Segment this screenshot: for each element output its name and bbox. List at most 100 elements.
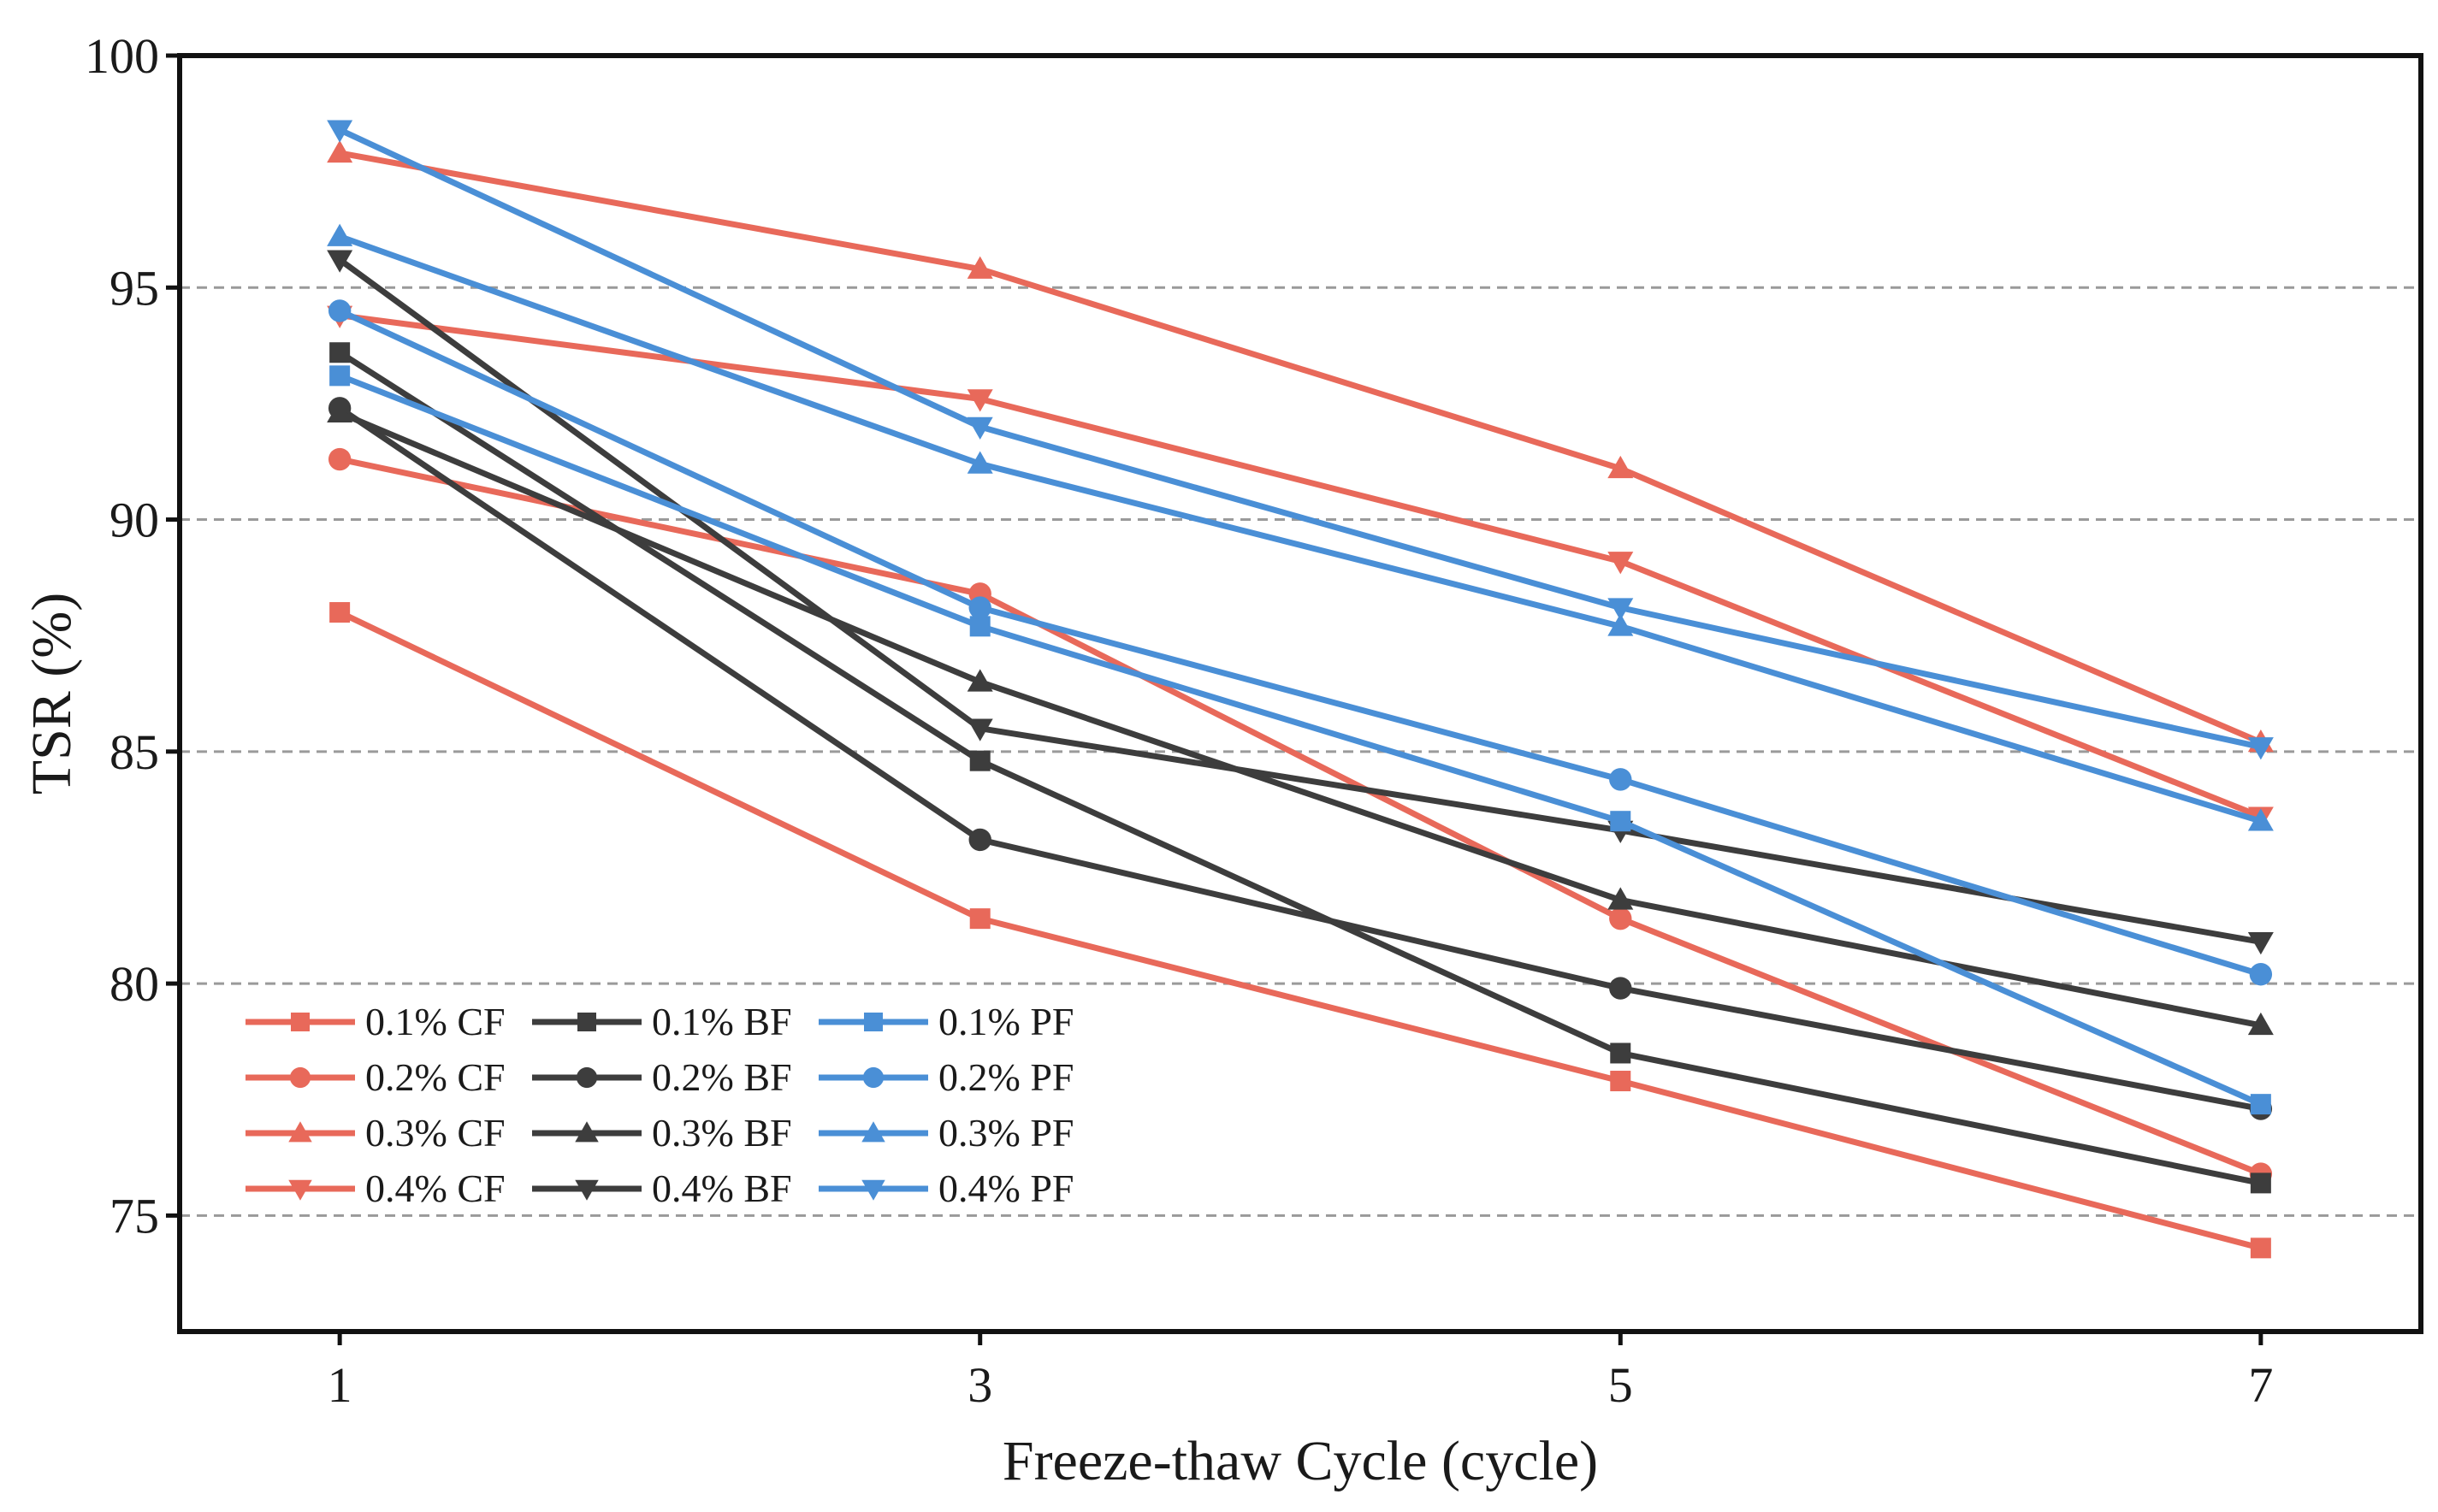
legend-swatch-marker bbox=[861, 1121, 885, 1143]
legend-swatch-marker bbox=[862, 1066, 885, 1089]
legend-item: 0.3% BF bbox=[532, 1111, 792, 1155]
data-point bbox=[1607, 887, 1634, 910]
legend-label: 0.3% BF bbox=[652, 1111, 792, 1155]
legend-swatch-marker bbox=[577, 1013, 596, 1031]
data-point bbox=[2250, 1172, 2271, 1194]
data-point bbox=[2250, 1237, 2271, 1259]
series-line bbox=[338, 609, 2262, 1251]
data-point bbox=[1609, 768, 1632, 791]
legend-item: 0.3% PF bbox=[819, 1111, 1074, 1155]
x-tick-label: 5 bbox=[1608, 1357, 1633, 1413]
legend-item: 0.4% CF bbox=[246, 1166, 506, 1210]
data-point bbox=[2247, 808, 2274, 831]
data-point bbox=[969, 616, 991, 637]
series-line bbox=[338, 350, 2262, 1186]
data-point bbox=[327, 250, 353, 273]
legend-swatch-marker bbox=[575, 1121, 599, 1143]
data-point bbox=[329, 342, 351, 363]
y-tick-label: 75 bbox=[109, 1188, 159, 1243]
data-point bbox=[1610, 1042, 1631, 1064]
legend-item: 0.4% PF bbox=[819, 1166, 1074, 1210]
x-tick-label: 1 bbox=[328, 1357, 352, 1413]
series-0-1-bf bbox=[329, 342, 2271, 1194]
series-line bbox=[338, 127, 2262, 750]
series-line bbox=[339, 150, 2263, 746]
data-point bbox=[967, 718, 993, 741]
legend-item: 0.2% CF bbox=[246, 1055, 506, 1099]
data-point bbox=[2247, 1012, 2274, 1036]
series-0-3-pf bbox=[327, 223, 2274, 831]
data-point bbox=[967, 389, 993, 412]
data-point bbox=[1607, 552, 1634, 575]
legend-swatch-marker bbox=[288, 1121, 312, 1143]
data-point bbox=[329, 602, 351, 623]
legend-label: 0.2% CF bbox=[365, 1055, 506, 1099]
data-point bbox=[1609, 977, 1632, 1000]
legend-item: 0.1% BF bbox=[532, 1000, 792, 1043]
data-point bbox=[1610, 811, 1631, 832]
series-line bbox=[338, 308, 2262, 977]
data-point bbox=[967, 416, 993, 440]
data-point bbox=[2249, 963, 2273, 986]
y-tick-label: 100 bbox=[85, 28, 159, 84]
series-line bbox=[338, 257, 2262, 945]
legend-swatch-marker bbox=[289, 1066, 311, 1089]
legend-swatch-marker bbox=[575, 1179, 599, 1201]
series-0-2-pf bbox=[328, 299, 2273, 986]
data-point bbox=[327, 120, 353, 143]
legend: 0.1% CF 0.2% CF 0.3% CF 0.4% CF 0.1% BF 0.2% … bbox=[246, 1000, 1074, 1210]
data-point bbox=[969, 908, 991, 930]
data-point bbox=[967, 451, 993, 474]
legend-item: 0.1% PF bbox=[819, 1000, 1074, 1043]
data-point bbox=[969, 750, 991, 771]
legend-swatch-marker bbox=[864, 1013, 883, 1031]
legend-label: 0.4% BF bbox=[652, 1166, 792, 1210]
data-point bbox=[968, 828, 991, 852]
legend-item: 0.4% BF bbox=[532, 1166, 792, 1210]
x-tick-label: 7 bbox=[2248, 1357, 2273, 1413]
series-line bbox=[338, 233, 2262, 824]
data-point bbox=[327, 223, 353, 246]
series-0-1-pf bbox=[329, 365, 2271, 1115]
y-axis-title: TSR (%) bbox=[21, 593, 83, 794]
data-point bbox=[2247, 737, 2274, 760]
data-point bbox=[328, 447, 352, 471]
data-point bbox=[968, 596, 991, 619]
legend-item: 0.2% BF bbox=[532, 1055, 792, 1099]
axes: 75 80 85 90 95 100 1 3 5 7 bbox=[85, 28, 2273, 1413]
y-tick-label: 80 bbox=[109, 956, 159, 1012]
data-point bbox=[1607, 598, 1634, 621]
data-point bbox=[1610, 1071, 1631, 1092]
plot-frame bbox=[177, 53, 2423, 1334]
series-line bbox=[338, 405, 2262, 1113]
legend-label: 0.2% BF bbox=[652, 1055, 792, 1099]
legend-label: 0.1% PF bbox=[938, 1000, 1074, 1043]
series-line bbox=[339, 312, 2263, 820]
y-tick-label: 85 bbox=[109, 724, 159, 780]
legend-swatch-marker bbox=[288, 1179, 312, 1201]
data-point bbox=[967, 256, 993, 279]
legend-label: 0.2% PF bbox=[938, 1055, 1074, 1099]
legend-label: 0.3% PF bbox=[938, 1111, 1074, 1155]
data-point bbox=[327, 139, 353, 163]
legend-swatch-marker bbox=[291, 1013, 310, 1031]
legend-label: 0.1% BF bbox=[652, 1000, 792, 1043]
legend-label: 0.4% PF bbox=[938, 1166, 1074, 1210]
data-point bbox=[1607, 455, 1634, 479]
series-0-4-pf bbox=[327, 120, 2274, 760]
legend-item: 0.3% CF bbox=[246, 1111, 506, 1155]
data-point bbox=[1609, 907, 1632, 930]
legend-label: 0.1% CF bbox=[365, 1000, 506, 1043]
y-tick-label: 90 bbox=[109, 493, 159, 548]
legend-item: 0.1% CF bbox=[246, 1000, 506, 1043]
x-tick-label: 3 bbox=[968, 1357, 992, 1413]
legend-label: 0.3% CF bbox=[365, 1111, 506, 1155]
data-point bbox=[967, 669, 993, 692]
series-0-1-cf bbox=[329, 602, 2271, 1259]
data-point bbox=[329, 365, 351, 387]
legend-swatch-marker bbox=[576, 1066, 598, 1089]
x-axis-title: Freeze-thaw Cycle (cycle) bbox=[1003, 1430, 1598, 1492]
data-point bbox=[1607, 613, 1634, 636]
